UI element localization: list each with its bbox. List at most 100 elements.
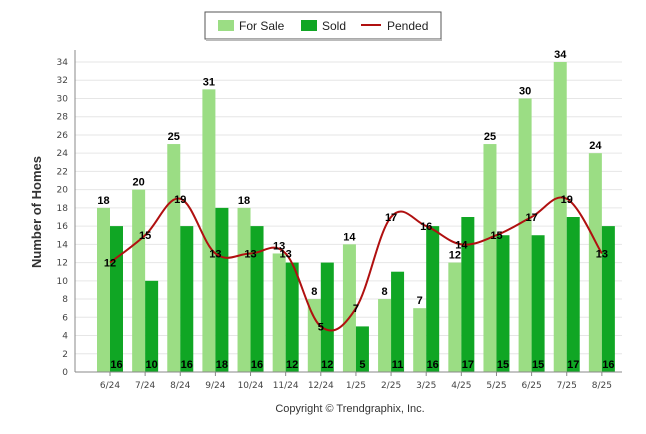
data-label-for-sale: 30 [519, 85, 531, 97]
y-tick-label: 28 [57, 113, 69, 123]
bar-sold [145, 280, 159, 372]
x-tick-label: 7/24 [135, 381, 155, 391]
data-label-pended: 13 [280, 248, 292, 260]
data-label-for-sale: 7 [417, 295, 423, 307]
legend-box [204, 11, 442, 40]
legend-shadow [206, 39, 442, 41]
data-label-sold: 11 [392, 359, 404, 371]
data-label-for-sale: 8 [382, 286, 388, 298]
y-tick-label: 32 [57, 76, 68, 86]
data-label-sold: 17 [567, 359, 579, 371]
data-label-sold: 15 [532, 359, 544, 371]
data-label-pended: 15 [139, 230, 151, 242]
bar-sold [215, 207, 229, 372]
bar-for-sale [483, 144, 497, 372]
bar-sold [496, 235, 510, 372]
bar-sold [426, 226, 440, 372]
data-label-sold: 17 [462, 359, 474, 371]
bar-for-sale [518, 98, 532, 373]
legend-label-sold: Sold [322, 19, 346, 33]
data-label-pended: 14 [455, 239, 468, 251]
label-layer: 1816122010152516193118131816131312138125… [97, 49, 614, 371]
data-label-sold: 16 [427, 359, 439, 371]
x-tick-label: 1/25 [346, 381, 366, 391]
x-tick-label: 7/25 [557, 381, 577, 391]
y-tick-label: 26 [57, 131, 69, 141]
legend-swatch-for-sale [218, 20, 234, 31]
bar-for-sale [97, 207, 110, 372]
y-tick-label: 10 [57, 277, 69, 287]
x-tick-label: 10/24 [238, 381, 264, 391]
y-tick-label: 22 [57, 167, 68, 177]
legend-label-for-sale: For Sale [239, 19, 285, 33]
data-label-pended: 16 [420, 221, 432, 233]
data-label-sold: 12 [321, 359, 333, 371]
data-label-for-sale: 31 [203, 76, 215, 88]
data-label-for-sale: 18 [97, 195, 109, 207]
bar-for-sale [307, 299, 321, 372]
y-tick-label: 18 [57, 204, 69, 214]
x-tick-label: 4/25 [451, 381, 471, 391]
x-tick-label: 2/25 [381, 381, 401, 391]
data-label-for-sale: 14 [343, 231, 356, 243]
bar-sold [320, 262, 334, 372]
y-tick-label: 8 [62, 295, 68, 305]
x-tick-label: 5/25 [486, 381, 506, 391]
y-tick-label: 16 [57, 222, 69, 232]
bar-for-sale [272, 253, 286, 372]
data-label-sold: 18 [216, 359, 228, 371]
data-label-pended: 17 [385, 212, 397, 224]
bar-layer [97, 62, 615, 373]
y-tick-label: 20 [57, 186, 69, 196]
data-label-pended: 13 [596, 248, 608, 260]
data-label-sold: 16 [110, 359, 122, 371]
data-label-pended: 13 [209, 248, 221, 260]
bar-sold [566, 217, 580, 372]
bar-for-sale [237, 207, 251, 372]
data-label-pended: 13 [244, 248, 256, 260]
data-label-pended: 19 [561, 194, 573, 206]
data-label-for-sale: 34 [554, 49, 567, 61]
bar-sold [250, 226, 264, 372]
data-label-sold: 15 [497, 359, 509, 371]
x-tick-label: 8/24 [170, 381, 190, 391]
bar-for-sale [132, 189, 146, 372]
x-tick-label: 12/24 [308, 381, 334, 391]
y-tick-label: 34 [57, 58, 69, 68]
data-label-for-sale: 13 [273, 240, 285, 252]
bar-sold [601, 226, 615, 372]
y-tick-label: 24 [57, 149, 69, 159]
data-label-pended: 15 [490, 230, 502, 242]
legend-label-pended: Pended [387, 19, 428, 33]
bar-sold [531, 235, 545, 372]
legend-swatch-sold [301, 20, 317, 31]
data-label-for-sale: 25 [484, 131, 496, 143]
bar-for-sale [448, 262, 462, 372]
bar-sold [355, 326, 369, 372]
bar-for-sale [202, 89, 216, 373]
data-label-sold: 10 [146, 359, 158, 371]
bar-sold [461, 217, 475, 372]
data-label-pended: 17 [525, 212, 537, 224]
data-label-sold: 16 [181, 359, 193, 371]
y-tick-label: 2 [62, 350, 68, 360]
y-tick-label: 30 [57, 94, 69, 104]
data-label-pended: 7 [353, 303, 359, 315]
x-tick-label: 8/25 [592, 381, 612, 391]
y-tick-label: 4 [62, 332, 68, 342]
data-label-sold: 16 [251, 359, 263, 371]
bar-sold [110, 226, 123, 372]
data-label-for-sale: 24 [589, 140, 602, 152]
x-tick-label: 6/24 [100, 381, 120, 391]
data-label-pended: 5 [318, 321, 324, 333]
bar-sold [285, 262, 299, 372]
pended-line [109, 196, 603, 332]
y-tick-label: 6 [62, 313, 68, 323]
bar-for-sale [553, 62, 567, 372]
data-label-for-sale: 8 [311, 286, 317, 298]
y-tick-label: 12 [57, 259, 68, 269]
x-tick-label: 6/25 [521, 381, 541, 391]
